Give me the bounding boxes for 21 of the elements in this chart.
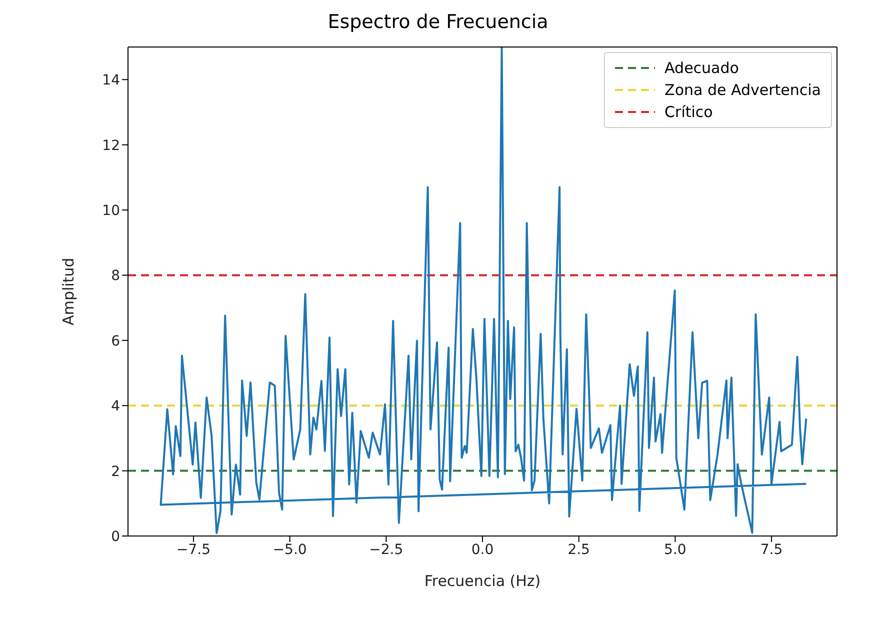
y-tick-label: 10 [102,202,120,219]
y-tick-label: 4 [111,398,120,415]
y-tick-label: 0 [111,528,120,545]
legend-label: Adecuado [664,59,739,77]
y-tick-label: 14 [102,72,120,89]
x-tick-label: −7.5 [176,542,211,558]
x-tick-label: 0.0 [471,542,494,558]
x-tick-label: −5.0 [272,542,307,558]
y-tick-label: 6 [111,333,120,350]
chart-title: Espectro de Frecuencia [326,10,550,35]
x-tick-label: 5.0 [664,542,686,558]
x-tick-label: −2.5 [369,542,404,558]
y-tick-label: 12 [102,138,120,154]
x-tick-label: 2.5 [568,542,590,558]
y-axis-title: Amplitud [59,258,78,326]
y-tick-label: 8 [111,268,120,284]
y-tick-label: 2 [111,464,120,480]
x-axis-title: Frecuencia (Hz) [424,572,541,590]
legend-label: Crítico [664,103,713,121]
x-tick-label: 7.5 [760,542,783,558]
legend-label: Zona de Advertencia [664,81,821,99]
